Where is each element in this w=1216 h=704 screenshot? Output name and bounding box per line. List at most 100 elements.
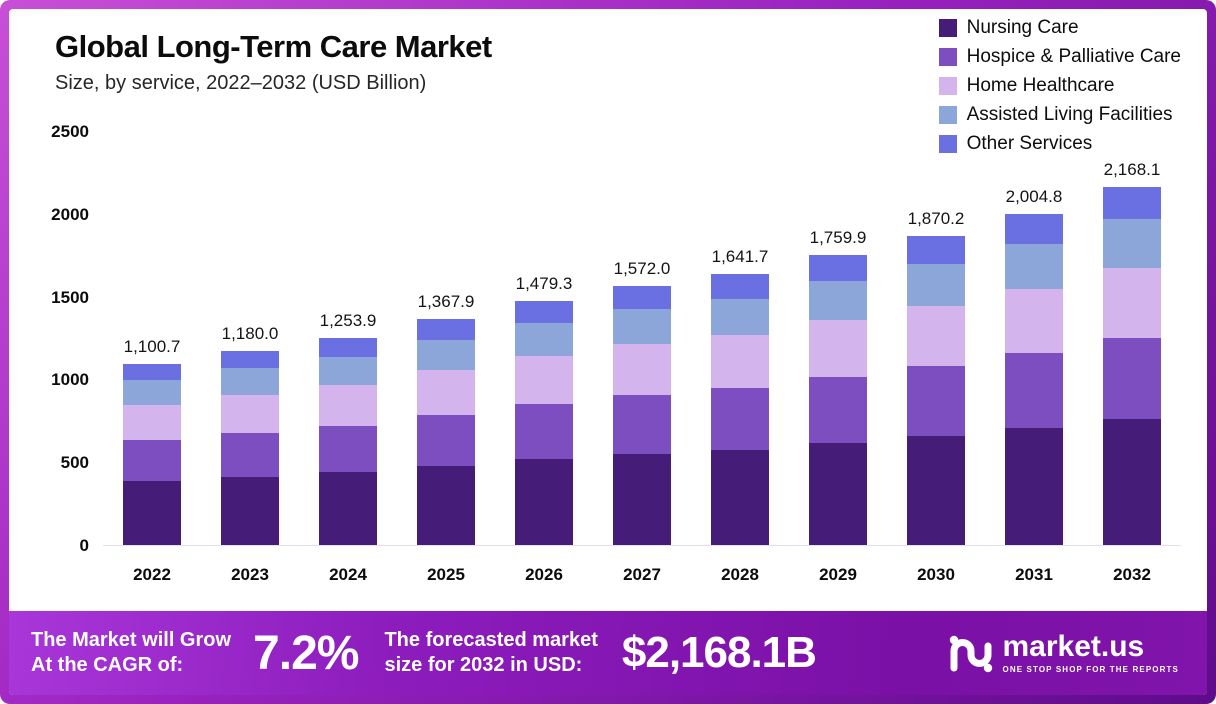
chart-subtitle: Size, by service, 2022–2032 (USD Billion… bbox=[55, 72, 427, 94]
bar-segment bbox=[1005, 243, 1063, 289]
bar-group: 1,870.2 bbox=[887, 209, 985, 546]
bar-total-label: 2,004.8 bbox=[1005, 187, 1063, 207]
bottom-banner: The Market will Grow At the CAGR of: 7.2… bbox=[9, 611, 1207, 695]
bar-total-label: 1,572.0 bbox=[613, 258, 671, 278]
chart-card: Global Long-Term Care Market Size, by se… bbox=[9, 9, 1207, 695]
bar-segment bbox=[809, 254, 867, 281]
bar-segment bbox=[711, 274, 769, 299]
legend-label: Hospice & Palliative Care bbox=[966, 46, 1181, 67]
bar-segment bbox=[221, 432, 279, 477]
stacked-bar bbox=[221, 350, 279, 546]
y-axis: 0 500 1000 1500 2000 2500 bbox=[39, 122, 103, 555]
bar-segment bbox=[515, 323, 573, 357]
x-tick-label: 2032 bbox=[1113, 565, 1151, 584]
bar-segment bbox=[907, 306, 965, 367]
bar-segment bbox=[809, 442, 867, 546]
bar-segment bbox=[417, 465, 475, 546]
bar-segment bbox=[515, 356, 573, 404]
bar-segment bbox=[417, 414, 475, 466]
bar-group: 1,100.7 bbox=[103, 337, 201, 546]
bar-segment bbox=[809, 280, 867, 321]
forecast-label-line2: size for 2032 in USD: bbox=[384, 654, 583, 676]
bar-segment bbox=[1103, 267, 1161, 338]
bar-segment bbox=[809, 376, 867, 443]
bar-segment bbox=[613, 285, 671, 310]
bar-segment bbox=[711, 449, 769, 546]
legend-swatch bbox=[938, 135, 957, 153]
bar-segment bbox=[123, 380, 181, 405]
bar-segment bbox=[123, 363, 181, 381]
legend-swatch bbox=[938, 77, 957, 95]
bar-segment bbox=[907, 264, 965, 307]
x-tick-label: 2025 bbox=[427, 565, 465, 584]
stacked-bar bbox=[1103, 186, 1161, 546]
stacked-bar bbox=[417, 319, 475, 546]
bar-segment bbox=[907, 366, 965, 437]
bar-total-label: 1,870.2 bbox=[907, 209, 965, 229]
bar-total-label: 1,759.9 bbox=[809, 227, 867, 247]
x-tick-label: 2030 bbox=[917, 565, 955, 584]
marketus-logo-icon bbox=[950, 635, 993, 673]
bar-segment bbox=[123, 481, 181, 546]
forecast-value: $2,168.1B bbox=[621, 628, 817, 677]
bar-total-label: 2,168.1 bbox=[1103, 159, 1161, 179]
bar-segment bbox=[809, 320, 867, 377]
chart-header: Global Long-Term Care Market Size, by se… bbox=[55, 29, 492, 95]
bar-segment bbox=[515, 403, 573, 459]
y-tick-label: 500 bbox=[60, 453, 89, 473]
bar-segment bbox=[613, 395, 671, 454]
bar-segment bbox=[319, 385, 377, 426]
x-tick-label: 2028 bbox=[721, 565, 759, 584]
bar-group: 2,004.8 bbox=[985, 187, 1083, 546]
bar-segment bbox=[711, 335, 769, 389]
x-tick-label: 2022 bbox=[133, 565, 171, 584]
bar-segment bbox=[613, 344, 671, 396]
cagr-label-line1: The Market will Grow bbox=[31, 629, 232, 651]
brand-text: market.us ONE STOP SHOP FOR THE REPORTS bbox=[1002, 630, 1179, 675]
bar-total-label: 1,479.3 bbox=[515, 274, 573, 294]
bar-total-label: 1,367.9 bbox=[417, 292, 475, 312]
bar-group: 1,253.9 bbox=[299, 311, 397, 546]
bar-segment bbox=[319, 472, 377, 546]
bar-segment bbox=[221, 368, 279, 395]
legend-label: Other Services bbox=[966, 133, 1093, 154]
legend-label: Home Healthcare bbox=[966, 75, 1115, 96]
bar-segment bbox=[515, 301, 573, 324]
bar-total-label: 1,100.7 bbox=[123, 336, 181, 356]
bar-segment bbox=[1005, 214, 1063, 244]
stacked-bar bbox=[319, 338, 377, 546]
bar-segment bbox=[1005, 288, 1063, 354]
bar-segment bbox=[221, 350, 279, 369]
stacked-bar bbox=[123, 363, 181, 546]
stacked-bar bbox=[907, 236, 965, 546]
stacked-bar bbox=[613, 285, 671, 546]
bar-segment bbox=[1103, 337, 1161, 419]
x-axis-baseline bbox=[103, 545, 1181, 546]
x-tick-label: 2024 bbox=[329, 565, 367, 584]
cagr-label-line2: At the CAGR of: bbox=[31, 654, 184, 676]
chart-title: Global Long-Term Care Market bbox=[55, 29, 492, 64]
brand-name: market.us bbox=[1002, 630, 1145, 663]
stacked-bar bbox=[809, 254, 867, 546]
bar-total-label: 1,641.7 bbox=[711, 247, 769, 267]
forecast-label: The forecasted market size for 2032 in U… bbox=[384, 628, 597, 678]
bar-segment bbox=[417, 339, 475, 371]
legend-item: Other Services bbox=[938, 133, 1181, 155]
bar-segment bbox=[711, 298, 769, 336]
bar-group: 1,572.0 bbox=[593, 259, 691, 546]
bar-segment bbox=[711, 388, 769, 450]
legend: Nursing Care Hospice & Palliative Care Hom… bbox=[938, 17, 1181, 155]
bar-segment bbox=[123, 440, 181, 482]
bar-segment bbox=[221, 476, 279, 546]
x-axis: 2022 2023 2024 2025 2026 2027 2028 2029 2030 2031… bbox=[103, 565, 1181, 585]
bar-segment bbox=[613, 453, 671, 546]
bar-segment bbox=[1103, 186, 1161, 220]
legend-item: Hospice & Palliative Care bbox=[938, 46, 1181, 68]
brand-logo: market.us ONE STOP SHOP FOR THE REPORTS bbox=[947, 632, 1179, 674]
bar-segment bbox=[1005, 353, 1063, 429]
stacked-bar bbox=[515, 301, 573, 546]
bar-segment bbox=[319, 357, 377, 386]
x-tick-label: 2026 bbox=[525, 565, 563, 584]
legend-item: Home Healthcare bbox=[938, 75, 1181, 97]
